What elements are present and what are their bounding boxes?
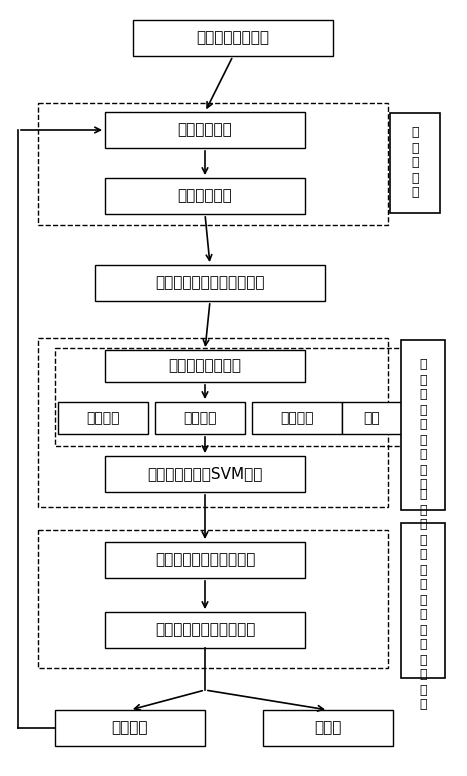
Bar <box>252 402 342 434</box>
Bar <box>401 340 445 510</box>
Bar <box>105 542 305 578</box>
Text: 离群点的处理: 离群点的处理 <box>177 123 233 137</box>
Bar <box>38 530 388 668</box>
Text: 基于语义的植被结果优化: 基于语义的植被结果优化 <box>155 622 255 638</box>
Text: 分割单元特征计算: 分割单元特征计算 <box>169 359 241 373</box>
Bar <box>105 178 305 214</box>
Text: 基于几何的植被结果优化: 基于几何的植被结果优化 <box>155 553 255 567</box>
Bar <box>95 265 325 301</box>
Text: 噪声点的处理: 噪声点的处理 <box>177 189 233 203</box>
Text: 机载激光点云数据: 机载激光点云数据 <box>197 30 269 46</box>
Text: 点
云
预
处
理: 点 云 预 处 理 <box>411 126 419 199</box>
Bar <box>133 20 333 56</box>
Text: 基
于
分
割
单
元
的
分
类: 基 于 分 割 单 元 的 分 类 <box>419 359 427 491</box>
Bar <box>263 710 393 746</box>
Bar <box>401 522 445 677</box>
Text: 非植被点: 非植被点 <box>112 720 148 736</box>
Bar <box>105 456 305 492</box>
Text: 基于分割单元的SVM分类: 基于分割单元的SVM分类 <box>147 466 262 481</box>
Text: 辐射特征: 辐射特征 <box>183 411 217 425</box>
Text: 基于概率密度的点云预分割: 基于概率密度的点云预分割 <box>155 275 265 290</box>
Text: 植被点: 植被点 <box>314 720 342 736</box>
Text: 几何特征: 几何特征 <box>86 411 120 425</box>
Bar <box>155 402 245 434</box>
Text: 回波特征: 回波特征 <box>280 411 314 425</box>
Bar <box>390 113 440 213</box>
Bar <box>38 103 388 225</box>
Bar <box>342 402 402 434</box>
Bar <box>55 348 410 446</box>
Bar <box>105 612 305 648</box>
Text: 其他: 其他 <box>364 411 381 425</box>
Bar <box>55 710 205 746</box>
Bar <box>105 350 305 382</box>
Bar <box>105 112 305 148</box>
Text: 基
于
先
验
知
识
的
植
被
提
取
结
果
优
化: 基 于 先 验 知 识 的 植 被 提 取 结 果 优 化 <box>419 489 427 712</box>
Bar <box>58 402 148 434</box>
Bar <box>38 338 388 507</box>
